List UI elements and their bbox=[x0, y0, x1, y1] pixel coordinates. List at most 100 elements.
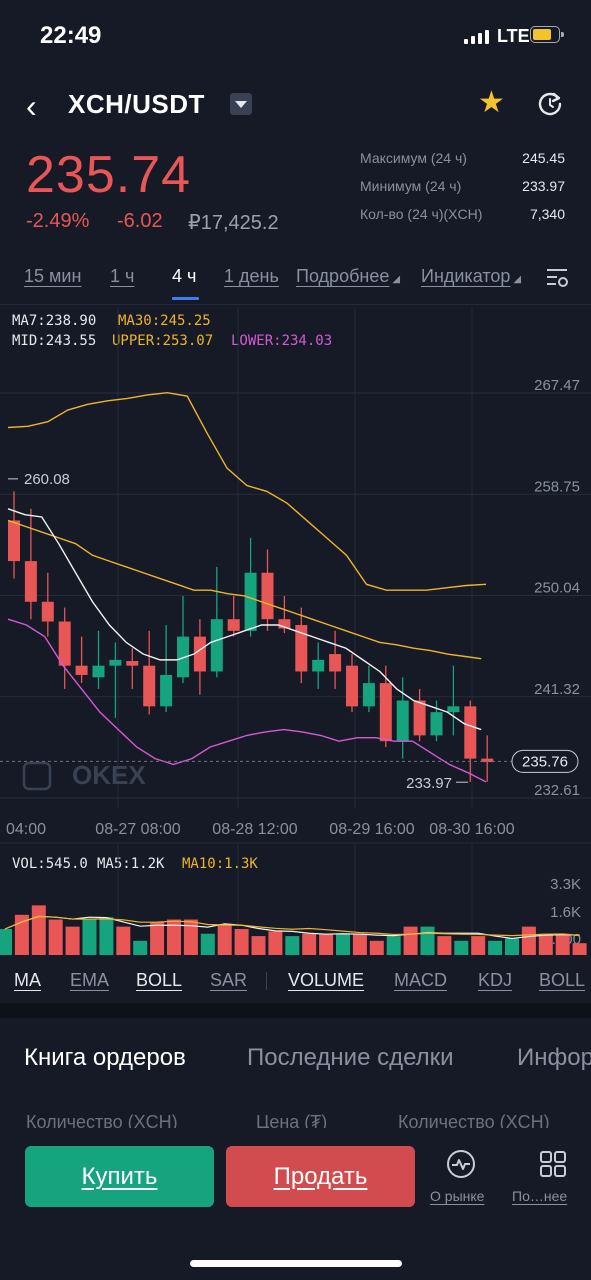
candlestick-chart[interactable]: 267.47 258.75 250.04 241.32 232.61 04:00 08-27… bbox=[0, 308, 591, 845]
current-price-badge bbox=[511, 749, 579, 773]
volume-bar bbox=[420, 926, 435, 955]
more-grid-icon[interactable] bbox=[538, 1149, 568, 1179]
indicator-volume[interactable]: VOLUME bbox=[288, 970, 365, 990]
candle-body bbox=[295, 625, 308, 672]
section-gap bbox=[0, 1003, 591, 1018]
volume-bar bbox=[302, 933, 317, 955]
stat-value-low: 233.97 bbox=[522, 178, 565, 194]
logo-icon bbox=[22, 761, 52, 791]
volume-bar bbox=[285, 936, 300, 955]
pair-title[interactable]: XCH/USDT bbox=[68, 89, 205, 119]
price-rub: ₽17,425.2 bbox=[188, 212, 279, 234]
candle-body bbox=[261, 572, 274, 620]
candle-body bbox=[126, 661, 139, 666]
more-label[interactable]: По…нее bbox=[512, 1188, 568, 1204]
boll-upper-line bbox=[7, 391, 487, 591]
tab-1day[interactable]: 1 день bbox=[224, 266, 279, 286]
col-qty-ask: Количество (XCH) bbox=[398, 1112, 550, 1132]
volume-legend-ma10: MA10:1.3K bbox=[182, 856, 258, 872]
indicator-ma[interactable]: MA bbox=[14, 970, 41, 990]
candle-body bbox=[160, 674, 173, 707]
indicator-label: Индикатор bbox=[421, 266, 511, 286]
volume-bar bbox=[505, 938, 519, 955]
candle-body bbox=[244, 572, 257, 631]
candle-body bbox=[210, 619, 223, 672]
volume-legend-vol: VOL:545.0 bbox=[12, 856, 88, 872]
low-label: 233.97 bbox=[406, 775, 452, 792]
indicator-sar[interactable]: SAR bbox=[210, 970, 248, 990]
refresh-icon[interactable] bbox=[536, 90, 564, 118]
indicator-ema[interactable]: EMA bbox=[70, 970, 110, 990]
volume-bar bbox=[217, 924, 232, 955]
more-timeframes-dropdown[interactable]: Подробнее ◢ bbox=[296, 266, 400, 287]
volume-bar bbox=[48, 919, 63, 955]
change-absolute: -6.02 bbox=[117, 210, 163, 232]
ma30-line bbox=[7, 519, 482, 660]
y-tick-label: 258.75 bbox=[534, 478, 580, 495]
candle-body bbox=[177, 636, 189, 678]
x-tick-label: 04:00 bbox=[6, 821, 46, 838]
candle-body bbox=[75, 665, 88, 675]
tab-1h[interactable]: 1 ч bbox=[110, 266, 135, 286]
volume-bar bbox=[521, 926, 536, 955]
active-tab-indicator bbox=[172, 297, 199, 300]
candle-body bbox=[41, 601, 54, 622]
candle-body bbox=[143, 665, 156, 707]
volume-chart: 3.3K1.6K0.000 bbox=[0, 845, 587, 957]
y-tick-label: 267.47 bbox=[534, 377, 580, 394]
favorite-star-icon[interactable]: ★ bbox=[478, 86, 505, 119]
pair-dropdown-icon[interactable] bbox=[230, 93, 252, 115]
indicator-kdj[interactable]: KDJ bbox=[478, 970, 513, 990]
volume-bar bbox=[538, 933, 553, 955]
divider bbox=[266, 972, 267, 990]
tab-15min[interactable]: 15 мин bbox=[24, 266, 82, 286]
volume-bar bbox=[471, 936, 486, 955]
candle-body bbox=[413, 700, 426, 736]
col-price: Цена (₮) bbox=[256, 1112, 328, 1132]
market-info-label[interactable]: О рынке bbox=[430, 1188, 485, 1204]
indicator-boll-sub[interactable]: BOLL bbox=[539, 970, 586, 990]
more-label: Подробнее bbox=[296, 266, 390, 286]
volume-bar bbox=[200, 933, 215, 955]
sell-button[interactable]: Продать bbox=[226, 1146, 415, 1207]
legend-ma7: MA7:238.90 bbox=[12, 313, 97, 329]
stat-label-volume: Кол-во (24 ч)(XCH) bbox=[360, 206, 483, 222]
volume-bar bbox=[268, 931, 283, 955]
boll-lower-line bbox=[7, 618, 487, 783]
x-tick-label: 08-27 08:00 bbox=[95, 821, 181, 838]
volume-bar bbox=[31, 905, 46, 955]
status-time: 22:49 bbox=[40, 22, 102, 49]
candle-body bbox=[430, 712, 443, 736]
last-price: 235.74 bbox=[26, 146, 192, 204]
indicator-boll[interactable]: BOLL bbox=[136, 970, 183, 990]
candle-body bbox=[8, 520, 20, 562]
stat-label-low: Минимум (24 ч) bbox=[360, 178, 462, 194]
candle-body bbox=[447, 706, 460, 713]
y-tick-label: 250.04 bbox=[534, 580, 580, 597]
volume-bar bbox=[437, 936, 452, 955]
chart-settings-icon[interactable] bbox=[545, 266, 569, 290]
stat-value-volume: 7,340 bbox=[529, 206, 565, 222]
volume-bar bbox=[251, 936, 266, 955]
legend-mid: MID:243.55 bbox=[12, 333, 97, 349]
indicator-macd[interactable]: MACD bbox=[394, 970, 447, 990]
indicator-dropdown[interactable]: Индикатор ◢ bbox=[421, 266, 521, 287]
x-tick-label: 08-28 12:00 bbox=[212, 821, 298, 838]
tab-info[interactable]: Инфор bbox=[517, 1044, 591, 1071]
tab-4h[interactable]: 4 ч bbox=[172, 266, 197, 286]
tab-orderbook[interactable]: Книга ордеров bbox=[24, 1044, 186, 1071]
battery-icon bbox=[530, 26, 564, 43]
buy-button[interactable]: Купить bbox=[25, 1146, 214, 1207]
stat-value-high: 245.45 bbox=[522, 150, 565, 166]
volume-bar bbox=[386, 936, 401, 955]
tab-recent-trades[interactable]: Последние сделки bbox=[247, 1044, 454, 1071]
back-icon[interactable]: ‹ bbox=[26, 88, 37, 124]
triangle-down-icon: ◢ bbox=[513, 274, 522, 285]
volume-bar bbox=[99, 917, 114, 955]
market-info-icon[interactable] bbox=[446, 1149, 476, 1179]
candle-body bbox=[396, 700, 409, 742]
volume-bar bbox=[167, 919, 181, 955]
volume-bar bbox=[234, 929, 249, 955]
volume-legend-ma5: MA5:1.2K bbox=[97, 856, 165, 872]
volume-bar bbox=[65, 926, 80, 955]
